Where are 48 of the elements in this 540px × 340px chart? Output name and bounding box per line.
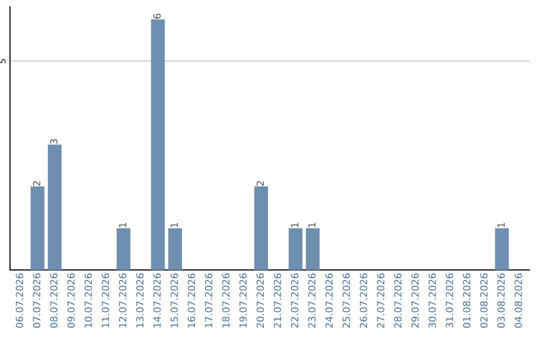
x-tick-label: 26.07.2026: [360, 273, 368, 328]
data-label: 1: [119, 222, 126, 228]
x-tick-label: 07.07.2026: [32, 273, 40, 328]
bar: [306, 228, 320, 270]
bar: [168, 228, 182, 270]
x-tick-label: 01.08.2026: [463, 273, 470, 328]
x-tick-label: 13.07.2026: [136, 273, 144, 328]
x-tick-label: 09.07.2026: [67, 273, 75, 328]
x-tick-label: 06.07.2026: [16, 273, 24, 328]
x-tick-label: 21.07.2026: [274, 273, 282, 328]
x-tick-label: 04.08.2026: [514, 273, 522, 328]
data-label: 1: [308, 222, 316, 228]
bar: [288, 228, 302, 270]
x-tick-label: 29.07.2026: [411, 273, 419, 328]
data-label: 3: [50, 139, 58, 144]
x-tick-label: 23.07.2026: [308, 273, 316, 328]
data-label: 2: [256, 181, 264, 186]
x-tick-label: 22.07.2026: [291, 273, 298, 328]
bar: [30, 186, 44, 270]
data-label: 1: [291, 222, 298, 228]
x-tick-label: 17.07.2026: [204, 273, 212, 328]
bar: [151, 19, 165, 270]
x-tick-label: 18.07.2026: [222, 273, 230, 328]
x-tick-label: 08.07.2026: [50, 273, 58, 328]
x-tick-label: 20.07.2026: [256, 273, 264, 328]
bar: [48, 144, 62, 270]
x-tick-label: 14.07.2026: [153, 273, 161, 328]
x-tick-label: 19.07.2026: [239, 273, 247, 328]
x-tick-label: 27.07.2026: [377, 273, 384, 328]
x-tick-label: 15.07.2026: [170, 273, 178, 328]
x-tick-label: 10.07.2026: [84, 273, 92, 328]
data-label: 1: [170, 222, 178, 228]
x-tick-label: 24.07.2026: [325, 273, 333, 328]
x-tick-label: 03.08.2026: [497, 273, 505, 328]
x-tick-label: 16.07.2026: [188, 273, 196, 328]
x-tick-label: 02.08.2026: [480, 273, 488, 328]
data-label: 2: [32, 181, 40, 186]
x-tick-label: 12.07.2026: [118, 273, 126, 328]
bar: [495, 228, 509, 270]
x-tick-label: 31.07.2026: [446, 273, 454, 328]
bar: [254, 186, 268, 270]
x-tick-label: 28.07.2026: [394, 273, 402, 328]
x-tick-label: 11.07.2026: [102, 273, 110, 328]
data-label: 6: [153, 14, 161, 19]
bar: [116, 228, 130, 270]
x-tick-label: 25.07.2026: [342, 273, 350, 328]
x-tick-label: 30.07.2026: [428, 273, 436, 328]
data-label: 1: [498, 222, 505, 228]
